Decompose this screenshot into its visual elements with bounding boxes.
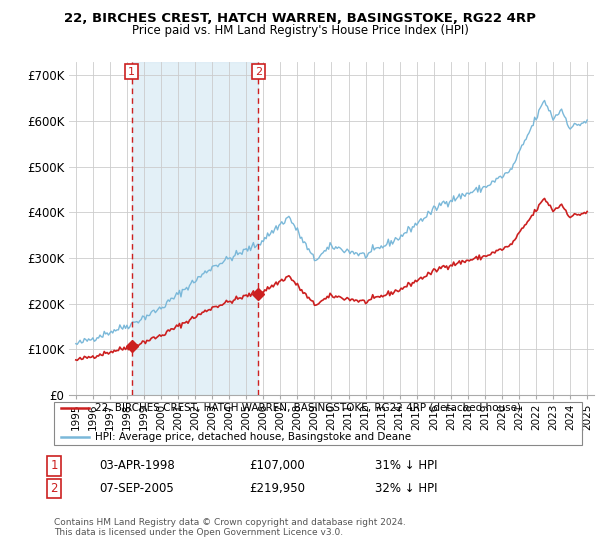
Text: 2: 2 (254, 67, 262, 77)
Text: 32% ↓ HPI: 32% ↓ HPI (375, 482, 437, 495)
Text: 31% ↓ HPI: 31% ↓ HPI (375, 459, 437, 473)
Text: HPI: Average price, detached house, Basingstoke and Deane: HPI: Average price, detached house, Basi… (95, 432, 411, 441)
Text: 22, BIRCHES CREST, HATCH WARREN, BASINGSTOKE, RG22 4RP (detached house): 22, BIRCHES CREST, HATCH WARREN, BASINGS… (95, 403, 521, 413)
Text: £107,000: £107,000 (249, 459, 305, 473)
Text: 03-APR-1998: 03-APR-1998 (99, 459, 175, 473)
Bar (131, 62, 258, 395)
Text: Price paid vs. HM Land Registry's House Price Index (HPI): Price paid vs. HM Land Registry's House … (131, 24, 469, 37)
Text: 1: 1 (50, 459, 58, 473)
Text: £219,950: £219,950 (249, 482, 305, 495)
Text: 07-SEP-2005: 07-SEP-2005 (99, 482, 174, 495)
Text: Contains HM Land Registry data © Crown copyright and database right 2024.
This d: Contains HM Land Registry data © Crown c… (54, 518, 406, 538)
Text: 1: 1 (128, 67, 135, 77)
Text: 2: 2 (50, 482, 58, 495)
Text: 22, BIRCHES CREST, HATCH WARREN, BASINGSTOKE, RG22 4RP: 22, BIRCHES CREST, HATCH WARREN, BASINGS… (64, 12, 536, 25)
